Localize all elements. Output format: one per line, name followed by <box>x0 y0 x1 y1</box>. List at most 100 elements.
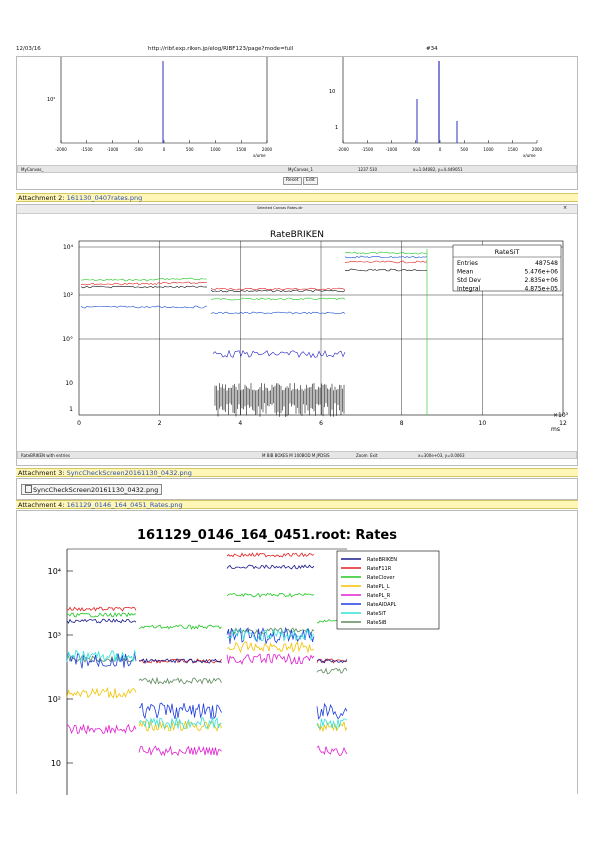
legend-label: RatePL_R <box>367 593 391 599</box>
chart3-title: 161129_0146_164_0451.root: Rates <box>137 528 397 543</box>
chart3-trace <box>66 592 348 630</box>
sync-image-button[interactable]: SyncCheckScreen20161130_0432.png <box>21 484 163 495</box>
xtick-label: 1500 <box>508 147 519 152</box>
chart2-ytick: 1 <box>69 406 73 413</box>
rates-chart-combined: 161129_0146_164_0451.root: Rates 10⁴ 10³ 1… <box>48 528 440 795</box>
canvas-pixel-coords: 1237 510 <box>358 167 378 172</box>
xtick-label: 0 <box>439 147 442 152</box>
xtick-label: -1500 <box>81 147 93 152</box>
xtick-label: -500 <box>134 147 144 152</box>
attachment-3-bar: Attachment 3: SyncCheckScreen20161130_04… <box>16 468 578 477</box>
attachment-1-frame: 10² -2000 -1500 -1000 -500 0 500 1000 1500 2000 … <box>16 56 578 190</box>
xtick-label: 0 <box>163 147 166 152</box>
left-ytick: 10² <box>47 97 55 103</box>
top-histograms: 10² -2000 -1500 -1000 -500 0 500 1000 1500 2000 … <box>47 57 543 158</box>
attachment-2-link[interactable]: 161130_0407rates.png <box>66 194 143 202</box>
legend-label: RateBRIKEN <box>367 557 397 563</box>
chart2-xtick: 8 <box>400 420 404 427</box>
attachment-4-link[interactable]: 161129_0146_164_0451_Rates.png <box>66 501 183 509</box>
chart2-xtick: 2 <box>158 420 162 427</box>
chart3-ytick: 10⁴ <box>48 567 61 576</box>
attachment-3-frame: SyncCheckScreen20161130_0432.png <box>16 478 578 500</box>
chart2-trace <box>80 251 428 301</box>
stats-value: 2.835e+06 <box>524 277 558 284</box>
chart2-trace <box>212 349 346 359</box>
entry-number: #34 <box>426 46 438 52</box>
attachment-4-frame: 161129_0146_164_0451.root: Rates 10⁴ 10³ 1… <box>16 510 578 795</box>
xtick-label: -1000 <box>386 147 398 152</box>
legend-label: RateSiT <box>367 611 387 617</box>
chart2-trace <box>80 255 428 315</box>
canvas-window-titlebar: Selected Canvas Rates.dir × <box>17 205 577 214</box>
stats-value: 5.476e+06 <box>524 269 558 276</box>
xtick-label: 2000 <box>532 147 543 152</box>
attachment-2-frame: Selected Canvas Rates.dir × RateBRIKEN 1… <box>16 204 578 466</box>
chart2-xexp: ×10³ <box>553 412 569 419</box>
close-icon[interactable]: × <box>563 205 568 211</box>
canvas-xy-readout: x=1.04082, y=4.449051 <box>413 167 463 172</box>
attachment-3-link[interactable]: SyncCheckScreen20161130_0432.png <box>66 469 192 477</box>
broken-image-icon <box>25 485 32 493</box>
xtick-label: -2000 <box>337 147 349 152</box>
stats-value: 4.875e+05 <box>524 286 558 293</box>
chart2-statusbar: RateBRIKEN with entries M BIB BOXES M 10… <box>17 451 577 459</box>
chart3-trace <box>66 626 348 720</box>
chart2-ytick: 10 <box>65 380 73 387</box>
chart3-ytick: 10 <box>51 759 61 768</box>
xtick-label: 1000 <box>483 147 494 152</box>
xtick-label: 1000 <box>210 147 221 152</box>
legend-label: RateClover <box>367 575 395 581</box>
xtick-label: 2000 <box>262 147 273 152</box>
stats-key: Mean <box>457 269 474 276</box>
sync-image-label: SyncCheckScreen20161130_0432.png <box>33 486 159 494</box>
xtick-label: 1500 <box>236 147 247 152</box>
chart2-xtick: 6 <box>319 420 323 427</box>
chart2-trace <box>80 268 428 293</box>
chart2-trace <box>214 383 345 417</box>
chart3-legend: RateBRIKEN RateF11R RateClover RatePL_L Rate… <box>336 550 440 630</box>
chart2-status-right: x=300e+03, y=0.0063 <box>418 453 465 458</box>
legend-label: RateF11R <box>367 566 392 572</box>
stats-key: Entries <box>457 260 478 267</box>
chart3-trace <box>66 552 348 664</box>
zoom-button[interactable]: Zoom <box>356 453 368 458</box>
legend-label: RateSiB <box>367 620 387 626</box>
right-ytick-1: 1 <box>335 125 338 131</box>
stats-key: Std Dev <box>457 277 481 284</box>
xtick-label: -2000 <box>55 147 67 152</box>
print-date: 12/03/16 <box>16 46 41 52</box>
edit-button[interactable]: Edit <box>303 177 318 185</box>
chart2-xunit: ms <box>551 426 560 433</box>
right-ytick-10: 10 <box>329 89 335 95</box>
xtick-label: -1500 <box>361 147 373 152</box>
chart2-trace <box>80 260 428 291</box>
chart3-trace <box>66 641 348 733</box>
chart2-xtick: 0 <box>77 420 81 427</box>
xtick-label: -1000 <box>107 147 119 152</box>
exit-button[interactable]: Exit <box>370 453 378 458</box>
legend-label: RatePL_L <box>367 584 390 590</box>
attachment-2-bar: Attachment 2: 161130_0407rates.png <box>16 193 578 202</box>
chart2-xtick: 10 <box>479 420 487 427</box>
chart3-trace <box>66 652 348 757</box>
chart3-trace <box>66 564 348 665</box>
canvas-name: MyCanvas_ <box>21 167 44 172</box>
chart2-xtick: 12 <box>559 420 567 427</box>
legend-label: RateAIDAPL <box>367 602 397 608</box>
attachment-4-label: Attachment 4: <box>18 501 65 509</box>
canvas-object: MyCanvas_1 <box>288 167 314 172</box>
chart2-ytick: 10² <box>63 292 74 299</box>
attachment-3-label: Attachment 3: <box>18 469 65 477</box>
attachment-4-bar: Attachment 4: 161129_0146_164_0451_Rates… <box>16 500 578 509</box>
xtick-label: 500 <box>460 147 468 152</box>
chart3-ytick: 10² <box>48 695 61 704</box>
chart3-trace <box>66 628 348 731</box>
xtick-label: -500 <box>411 147 421 152</box>
chart2-ytick: 10° <box>62 336 73 343</box>
canvas-window-title: Selected Canvas Rates.dir <box>257 206 303 210</box>
stats-value: 487548 <box>535 260 558 267</box>
chart2-status-mid: M BIB BOXES M 100BOD M JPDSIS <box>262 453 330 458</box>
reset-button[interactable]: Reset <box>283 177 302 185</box>
stats-box: RateSiT Entries 487548 Mean 5.476e+06 Std De… <box>452 244 562 293</box>
attachment-2-label: Attachment 2: <box>18 194 65 202</box>
